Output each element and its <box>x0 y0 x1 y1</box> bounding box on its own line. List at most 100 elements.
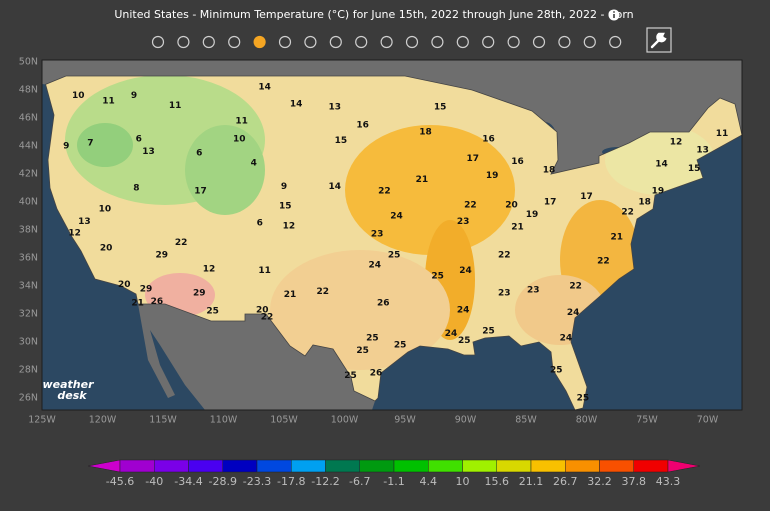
station-value: 25 <box>356 346 369 356</box>
station-value: 20 <box>256 305 269 315</box>
timeline-step[interactable] <box>583 35 596 49</box>
station-value: 10 <box>233 135 246 145</box>
legend-label: 32.2 <box>587 475 612 488</box>
legend-label: -40 <box>145 475 163 488</box>
lon-label: 75W <box>636 415 658 426</box>
timeline-step[interactable] <box>278 35 292 49</box>
station-value: 29 <box>156 251 169 261</box>
lat-label: 50N <box>19 57 38 68</box>
legend-swatch <box>325 459 360 473</box>
timeline-step[interactable] <box>329 35 342 49</box>
timeline-step[interactable] <box>507 35 520 49</box>
lat-label: 34N <box>19 281 38 292</box>
station-value: 23 <box>457 217 470 227</box>
station-value: 25 <box>577 394 590 404</box>
station-value: 23 <box>498 289 511 299</box>
timeline-step[interactable] <box>482 35 495 49</box>
station-value: 22 <box>316 287 329 297</box>
timeline-step[interactable] <box>405 35 419 49</box>
lon-label: 110W <box>210 415 238 426</box>
station-value: 22 <box>597 256 610 266</box>
station-value: 22 <box>621 207 634 217</box>
station-value: 17 <box>580 192 593 202</box>
station-value: 6 <box>196 149 202 159</box>
legend-label: 43.3 <box>656 475 681 488</box>
station-value: 15 <box>279 202 292 212</box>
station-value: 25 <box>344 371 357 381</box>
station-value: 17 <box>466 154 479 164</box>
lat-label: 26N <box>19 393 38 404</box>
station-value: 26 <box>151 297 164 307</box>
legend-swatch <box>530 459 566 473</box>
timeline-step[interactable] <box>532 35 546 49</box>
station-value: 16 <box>511 157 524 167</box>
timeline-step[interactable] <box>253 35 266 49</box>
settings-button[interactable] <box>646 27 672 53</box>
lon-label: 105W <box>270 415 298 426</box>
station-value: 4 <box>251 158 257 168</box>
legend-label: 26.7 <box>553 475 578 488</box>
legend-swatch <box>633 459 669 473</box>
timeline-step[interactable] <box>456 35 469 49</box>
legend-swatch <box>256 459 292 473</box>
station-value: 23 <box>371 230 384 240</box>
map-frame <box>41 59 743 411</box>
timeline-step[interactable] <box>609 35 622 49</box>
station-value: 21 <box>284 290 297 300</box>
station-value: 25 <box>431 272 444 282</box>
station-value: 15 <box>335 136 348 146</box>
lat-label: 42N <box>19 169 38 180</box>
station-value: 20 <box>118 280 131 290</box>
station-value: 12 <box>670 137 683 147</box>
station-value: 16 <box>356 121 369 131</box>
lat-label: 28N <box>19 365 38 376</box>
legend-label: -1.1 <box>383 475 404 488</box>
lon-label: 85W <box>515 415 537 426</box>
legend-swatch <box>496 459 532 473</box>
station-value: 18 <box>543 165 556 175</box>
station-value: 17 <box>544 198 557 208</box>
lon-label: 115W <box>149 415 177 426</box>
legend-swatch <box>188 459 223 473</box>
station-value: 7 <box>87 139 93 149</box>
timeline-step[interactable] <box>202 35 215 49</box>
station-value: 14 <box>329 182 342 192</box>
station-value: 25 <box>550 366 563 376</box>
station-value: 26 <box>377 298 390 308</box>
station-value: 25 <box>388 251 401 261</box>
lat-label: 36N <box>19 253 38 264</box>
info-icon[interactable] <box>608 9 620 21</box>
timeline-step[interactable] <box>151 35 165 49</box>
legend-arrow <box>667 459 701 473</box>
station-value: 22 <box>175 238 188 248</box>
timeline-step[interactable] <box>355 35 368 49</box>
timeline-step[interactable] <box>558 35 571 49</box>
station-value: 16 <box>482 135 495 145</box>
lat-label: 48N <box>19 85 38 96</box>
timeline-step[interactable] <box>304 35 317 49</box>
station-value: 11 <box>169 101 182 111</box>
station-value: 25 <box>458 336 471 346</box>
station-value: 10 <box>99 205 112 215</box>
timeline-step[interactable] <box>380 35 393 49</box>
station-value: 6 <box>136 135 142 145</box>
lat-label: 38N <box>19 225 38 236</box>
station-value: 24 <box>390 212 403 222</box>
station-value: 24 <box>368 261 381 271</box>
station-value: 24 <box>567 308 580 318</box>
station-value: 10 <box>72 91 85 101</box>
station-value: 24 <box>457 305 470 315</box>
legend-swatch <box>154 459 189 473</box>
station-value: 9 <box>281 182 287 192</box>
timeline-step[interactable] <box>228 35 241 49</box>
timeline-step[interactable] <box>177 35 190 49</box>
station-value: 26 <box>370 368 383 378</box>
station-value: 13 <box>142 147 155 157</box>
lat-label: 44N <box>19 141 38 152</box>
timeline-step[interactable] <box>431 35 444 49</box>
station-value: 19 <box>652 186 665 196</box>
lon-label: 95W <box>394 415 416 426</box>
legend-swatch <box>599 459 634 473</box>
legend-label: -45.6 <box>106 475 134 488</box>
